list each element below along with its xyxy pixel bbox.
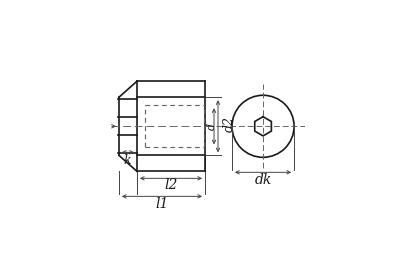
Text: d: d xyxy=(207,123,217,130)
Text: k: k xyxy=(123,154,131,167)
Text: l1: l1 xyxy=(155,197,169,211)
Text: l2: l2 xyxy=(164,178,178,192)
Text: dk: dk xyxy=(254,173,272,187)
Text: d2: d2 xyxy=(222,116,236,132)
